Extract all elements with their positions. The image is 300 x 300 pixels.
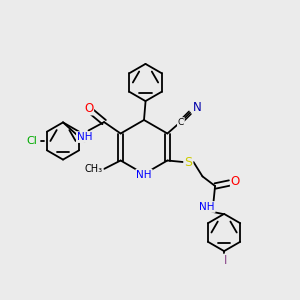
Text: I: I	[224, 254, 227, 268]
Text: NH: NH	[77, 132, 92, 142]
Text: Cl: Cl	[26, 136, 37, 146]
Text: O: O	[84, 101, 93, 115]
Text: O: O	[231, 175, 240, 188]
Text: S: S	[184, 155, 192, 169]
Text: NH: NH	[199, 202, 215, 212]
Text: C: C	[178, 118, 184, 127]
Text: CH₃: CH₃	[85, 164, 103, 174]
Text: N: N	[192, 100, 201, 114]
Text: NH: NH	[136, 169, 152, 180]
